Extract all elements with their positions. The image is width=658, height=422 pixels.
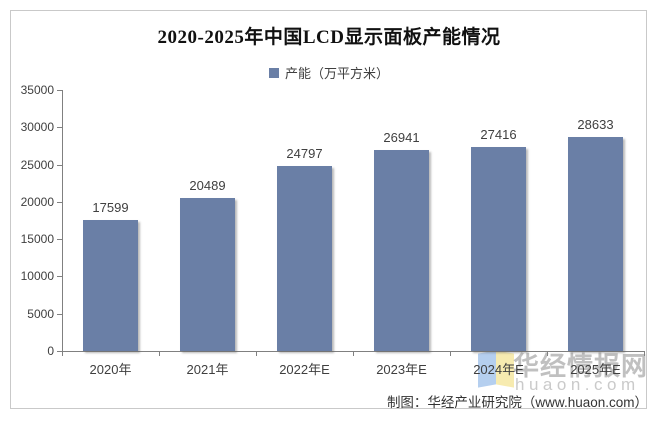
y-axis-tick-label: 15000 — [20, 232, 54, 247]
y-axis-tick-label: 5000 — [27, 306, 54, 321]
bar-value-label: 26941 — [383, 130, 420, 146]
y-axis-tick-label: 35000 — [20, 83, 54, 97]
x-axis-category-label: 2020年 — [89, 362, 132, 377]
bar-2020年 — [83, 219, 138, 351]
chart-legend: 产能（万平方米） — [0, 63, 658, 82]
y-axis-line — [62, 90, 63, 351]
bar-2024年E — [471, 146, 526, 351]
y-axis-tick — [57, 201, 62, 203]
x-axis-tick — [159, 351, 160, 356]
bar-2022年E — [277, 166, 332, 351]
x-axis-tick — [62, 351, 63, 356]
y-axis-tick — [57, 90, 62, 91]
chart-title: 2020-2025年中国LCD显示面板产能情况 — [157, 27, 501, 48]
y-axis-tick — [57, 239, 62, 241]
y-axis-tick-label: 20000 — [20, 194, 54, 209]
y-axis-tick-label: 25000 — [20, 157, 54, 172]
y-axis-tick-label: 10000 — [20, 269, 54, 284]
x-axis-tick — [256, 351, 257, 356]
bar-value-label: 27416 — [480, 126, 517, 142]
x-axis-category-label: 2024年E — [473, 362, 524, 377]
bar-2025年E — [568, 137, 623, 351]
bar-2021年 — [180, 198, 235, 351]
x-axis-tick — [547, 351, 548, 356]
x-axis-category-label: 2021年 — [186, 362, 229, 377]
y-axis-tick — [57, 313, 62, 315]
y-axis-tick-label: 0 — [47, 344, 54, 358]
bar-value-label: 24797 — [286, 146, 323, 162]
bar-value-label: 17599 — [92, 199, 129, 215]
x-axis-category-label: 2022年E — [279, 362, 330, 377]
y-axis-tick — [57, 276, 62, 278]
bar-2023年E — [374, 150, 429, 351]
y-axis-tick — [57, 127, 62, 129]
y-axis-tick — [57, 164, 62, 166]
bar-value-label: 28633 — [577, 117, 614, 133]
x-axis-tick — [644, 351, 645, 356]
bar-value-label: 20489 — [189, 178, 226, 194]
legend-label: 产能（万平方米） — [284, 66, 389, 81]
y-axis-tick — [57, 351, 62, 352]
x-axis-tick — [450, 351, 451, 356]
x-axis-category-label: 2023年E — [376, 362, 427, 377]
source-caption: 制图：华经产业研究院（www.huaon.com） — [386, 395, 648, 410]
x-axis-category-label: 2025年E — [570, 362, 621, 377]
y-axis-tick-label: 30000 — [20, 120, 54, 135]
x-axis-tick — [353, 351, 354, 356]
legend-swatch-icon — [268, 67, 279, 78]
